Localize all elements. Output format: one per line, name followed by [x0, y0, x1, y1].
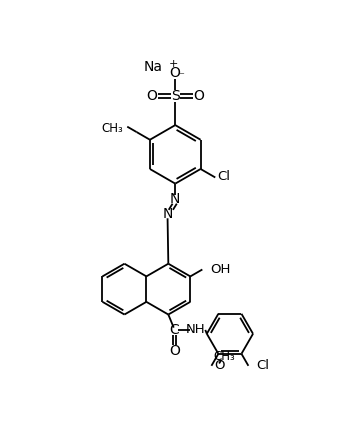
Text: ⁻: ⁻ [179, 71, 184, 81]
Text: O: O [146, 89, 157, 103]
Text: N: N [162, 207, 173, 221]
Text: Na: Na [144, 60, 163, 74]
Text: NH: NH [185, 323, 205, 336]
Text: CH₃: CH₃ [101, 123, 123, 136]
Text: Cl: Cl [217, 170, 230, 183]
Text: Cl: Cl [256, 359, 269, 372]
Text: S: S [171, 89, 180, 103]
Text: O: O [169, 66, 180, 80]
Text: C: C [170, 323, 179, 337]
Text: CH₃: CH₃ [213, 350, 235, 363]
Text: O: O [215, 359, 225, 372]
Text: N: N [170, 192, 180, 206]
Text: OH: OH [210, 263, 230, 276]
Text: O: O [194, 89, 204, 103]
Text: O: O [169, 344, 180, 358]
Text: +: + [169, 58, 179, 68]
